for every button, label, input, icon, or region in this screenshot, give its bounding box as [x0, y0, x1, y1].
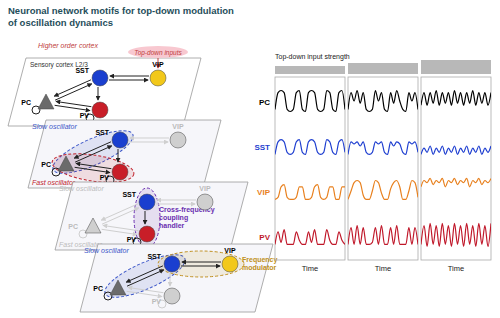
svg-text:Fast oscillator: Fast oscillator [59, 241, 103, 248]
svg-text:Slow oscillator: Slow oscillator [84, 247, 129, 254]
svg-text:Slow oscillator: Slow oscillator [32, 123, 77, 130]
svg-text:Fast oscillator: Fast oscillator [32, 179, 76, 186]
svg-text:VIP: VIP [152, 61, 164, 68]
svg-text:PV: PV [152, 298, 162, 305]
svg-text:Higher order cortex: Higher order cortex [38, 42, 98, 50]
svg-text:SST: SST [254, 143, 270, 152]
svg-text:PV: PV [100, 174, 110, 181]
svg-text:PV: PV [80, 112, 90, 119]
svg-text:VIP: VIP [199, 185, 211, 192]
svg-text:Time: Time [375, 264, 391, 273]
svg-text:Frequencymodulator: Frequencymodulator [242, 256, 278, 271]
svg-text:PC: PC [41, 161, 51, 168]
svg-text:PC: PC [259, 98, 270, 107]
svg-text:VIP: VIP [172, 123, 184, 130]
svg-text:PC: PC [93, 285, 103, 292]
svg-text:Top-down input strength: Top-down input strength [275, 53, 350, 61]
svg-text:PC: PC [68, 223, 78, 230]
html-text:handler: handler [159, 222, 185, 229]
svg-text:Neuronal network motifs for to: Neuronal network motifs for top-down mod… [8, 5, 234, 28]
svg-text:Sensory cortex L2/3: Sensory cortex L2/3 [30, 61, 88, 68]
svg-text:Time: Time [448, 264, 464, 273]
svg-text:SST: SST [75, 67, 89, 74]
svg-text:SST: SST [122, 191, 136, 198]
svg-text:VIP: VIP [257, 188, 271, 197]
svg-text:Top-down inputs: Top-down inputs [134, 49, 182, 57]
svg-text:PC: PC [21, 99, 31, 106]
svg-text:VIP: VIP [224, 247, 236, 254]
svg-text:PV: PV [127, 236, 137, 243]
svg-text:PV: PV [259, 233, 270, 242]
html-text:coupling: coupling [159, 214, 189, 221]
svg-text:Time: Time [302, 264, 318, 273]
svg-text:Slow oscillator: Slow oscillator [59, 185, 104, 192]
svg-text:SST: SST [147, 253, 161, 260]
svg-text:SST: SST [95, 129, 109, 136]
html-text:Cross-frequency: Cross-frequency [159, 206, 215, 213]
